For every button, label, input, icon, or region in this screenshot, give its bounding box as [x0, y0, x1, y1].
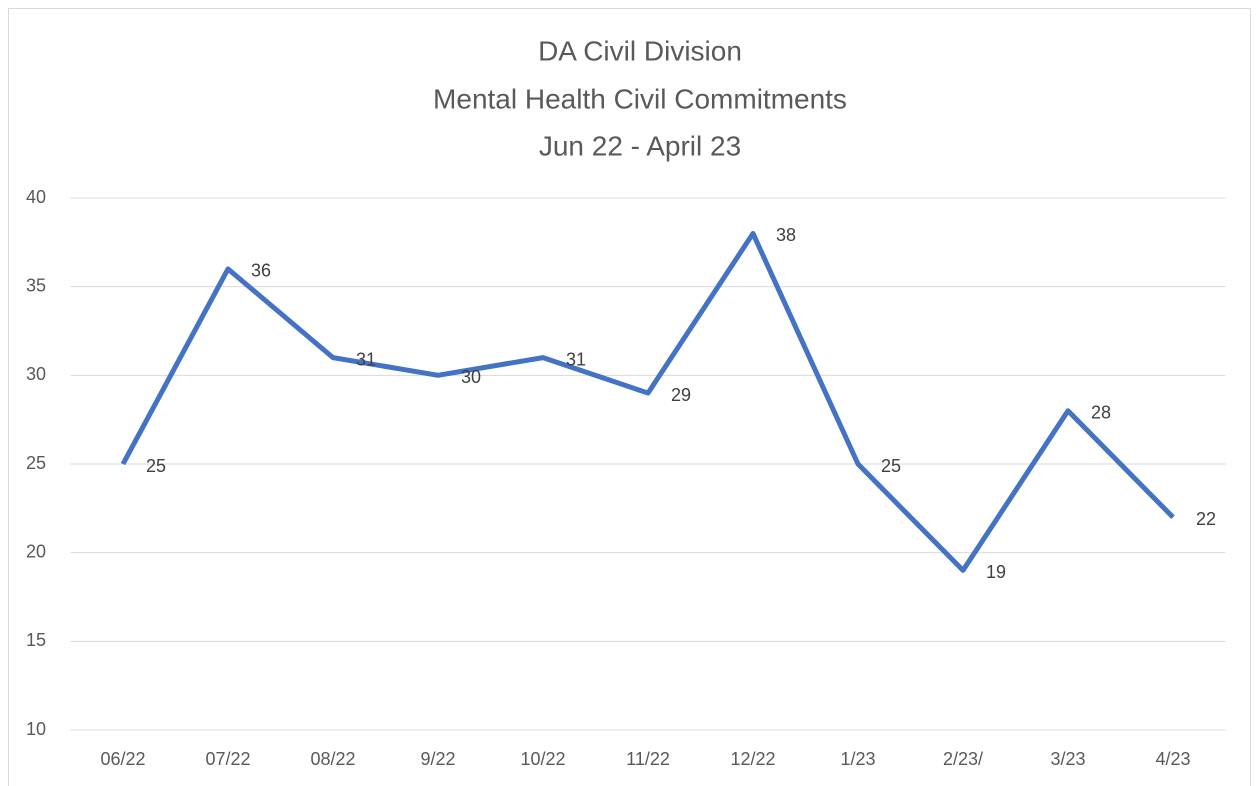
data-label: 30 [461, 367, 481, 387]
x-tick-label: 07/22 [205, 749, 250, 769]
data-label: 19 [986, 562, 1006, 582]
x-tick-label: 10/22 [520, 749, 565, 769]
y-tick-label: 30 [26, 364, 46, 384]
x-tick-label: 1/23 [840, 749, 875, 769]
x-tick-label: 12/22 [730, 749, 775, 769]
data-label: 38 [776, 225, 796, 245]
x-tick-label: 08/22 [310, 749, 355, 769]
x-tick-label: 3/23 [1050, 749, 1085, 769]
chart-title: Mental Health Civil Commitments [433, 83, 847, 114]
chart-title: Jun 22 - April 23 [539, 130, 741, 161]
x-tick-label: 2/23/ [943, 749, 983, 769]
x-tick-label: 4/23 [1155, 749, 1190, 769]
data-label: 31 [566, 349, 586, 369]
y-tick-label: 20 [26, 541, 46, 561]
data-label: 22 [1196, 509, 1216, 529]
x-tick-label: 06/22 [100, 749, 145, 769]
data-label: 31 [356, 349, 376, 369]
chart-title: DA Civil Division [538, 35, 742, 66]
data-label: 28 [1091, 403, 1111, 423]
data-label: 29 [671, 385, 691, 405]
y-tick-label: 35 [26, 275, 46, 295]
line [120, 230, 1175, 573]
x-tick-label: 9/22 [420, 749, 455, 769]
data-label: 36 [251, 261, 271, 281]
data-label: 25 [146, 456, 166, 476]
x-tick-label: 11/22 [626, 749, 670, 769]
y-tick-label: 15 [26, 630, 46, 650]
y-tick-label: 25 [26, 453, 46, 473]
data-label: 25 [881, 456, 901, 476]
y-tick-label: 10 [26, 719, 46, 739]
y-tick-label: 40 [26, 187, 46, 207]
chart-border [8, 8, 1251, 786]
